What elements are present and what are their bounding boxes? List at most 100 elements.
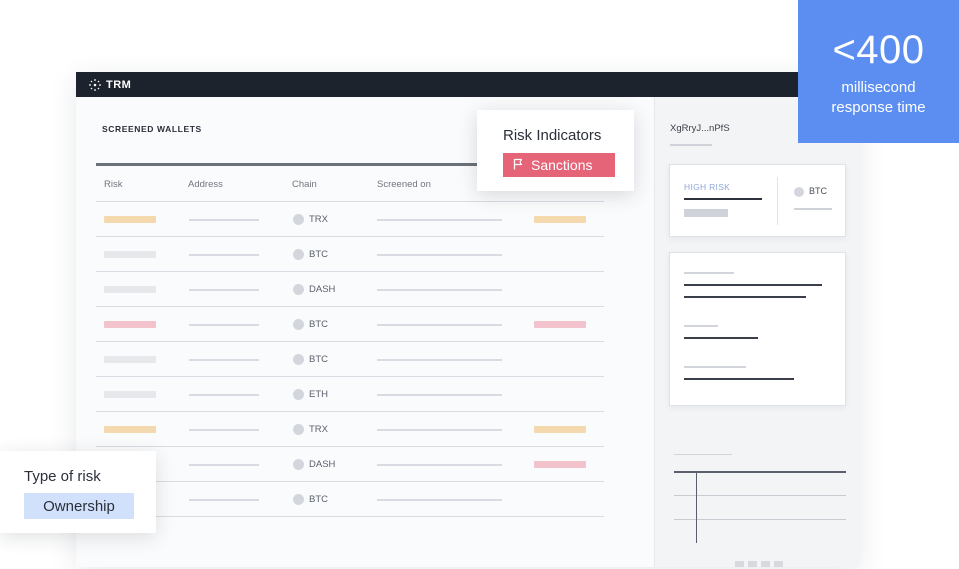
wallet-id[interactable]: XgRryJ...nPfS [670,123,730,134]
page-dot[interactable] [735,561,744,567]
risk-level-label: HIGH RISK [684,182,731,192]
address-placeholder [189,429,259,431]
chain-label: BTC [309,494,328,505]
info-line [684,337,758,339]
table-row[interactable]: TRX [96,202,604,237]
info-line [684,366,746,368]
sanctions-tag[interactable]: Sanctions [503,153,615,177]
mini-table-line [674,471,846,473]
risk-flag-bar [534,461,586,468]
mini-table-line [674,495,846,496]
mini-table-line [674,454,732,455]
mini-table [674,449,846,547]
mini-table-line [674,519,846,520]
risk-indicators-card: Risk Indicators Sanctions [477,110,634,191]
type-of-risk-card: Type of risk Ownership [0,451,156,533]
screened-on-placeholder [377,464,502,466]
mini-table-line [696,471,697,543]
page-dot[interactable] [774,561,783,567]
chain-label: TRX [309,214,328,225]
table-row[interactable]: BTC [96,237,604,272]
trm-logo-icon [88,78,102,92]
response-time-value: <400 [832,28,925,72]
info-line [684,284,822,286]
table-row[interactable]: BTC [96,482,604,517]
chain-label: BTC [309,319,328,330]
address-placeholder [189,324,259,326]
chain-label: TRX [309,424,328,435]
chain-placeholder-line [794,208,832,210]
screened-on-placeholder [377,289,502,291]
flag-icon [513,157,523,173]
table-row[interactable]: DASH [96,447,604,482]
risk-level-placeholder [684,209,728,217]
chain-icon [293,249,304,260]
card-divider [777,177,778,225]
info-line [684,272,734,274]
address-placeholder [189,464,259,466]
address-placeholder [189,289,259,291]
ownership-tag[interactable]: Ownership [24,493,134,519]
app-logo-text: TRM [106,78,132,91]
chain-label: BTC [309,354,328,365]
page-dot[interactable] [761,561,770,567]
risk-indicator-bar [104,251,156,258]
risk-flag-bar [534,216,586,223]
response-time-badge: <400 millisecond response time [798,0,959,143]
page-dot[interactable] [748,561,757,567]
address-placeholder [189,359,259,361]
chain-label: BTC [809,186,827,196]
column-header-address[interactable]: Address [188,179,223,190]
chain-icon [293,319,304,330]
risk-indicators-title: Risk Indicators [503,127,602,144]
chain-icon [293,389,304,400]
table-row[interactable]: ETH [96,377,604,412]
risk-indicator-bar [104,216,156,223]
screened-on-placeholder [377,359,502,361]
table-header: Risk Address Chain Screened on [96,166,604,202]
table-row[interactable]: TRX [96,412,604,447]
chain-label: DASH [309,459,336,470]
chain-icon [293,494,304,505]
sanctions-label: Sanctions [531,157,593,173]
risk-flag-bar [534,321,586,328]
address-placeholder [189,219,259,221]
risk-indicator-bar [104,356,156,363]
chain-icon [293,424,304,435]
screened-on-placeholder [377,499,502,501]
chain-icon [293,354,304,365]
chain-icon [293,214,304,225]
table-row[interactable]: DASH [96,272,604,307]
title-bar: TRM [76,72,860,97]
btc-chain-icon [794,187,804,197]
screened-on-placeholder [377,324,502,326]
chain-icon [293,284,304,295]
chain-label: DASH [309,284,336,295]
column-header-risk[interactable]: Risk [104,179,123,190]
section-title: SCREENED WALLETS [102,124,202,134]
risk-indicator-bar [104,391,156,398]
app-window: TRM SCREENED WALLETS Risk Address Chain … [76,72,860,567]
risk-indicator-bar [104,321,156,328]
screened-on-placeholder [377,254,502,256]
screened-on-placeholder [377,219,502,221]
address-placeholder [189,394,259,396]
type-of-risk-title: Type of risk [24,468,101,485]
chain-label: BTC [309,249,328,260]
pagination-dots[interactable] [735,561,783,567]
column-header-screened-on[interactable]: Screened on [377,179,431,190]
table-row[interactable]: BTC [96,342,604,377]
column-header-chain[interactable]: Chain [292,179,317,190]
response-time-caption: response time [831,99,926,116]
chain-icon [293,459,304,470]
wallet-info-card [669,252,846,406]
table-row[interactable]: BTC [96,307,604,342]
risk-indicator-bar [104,286,156,293]
risk-summary-card: HIGH RISK BTC [669,164,846,237]
wallet-id-underline [670,144,712,146]
screened-on-placeholder [377,429,502,431]
info-line [684,325,718,327]
address-placeholder [189,254,259,256]
response-time-unit: millisecond [841,79,916,96]
risk-level-line [684,198,762,200]
